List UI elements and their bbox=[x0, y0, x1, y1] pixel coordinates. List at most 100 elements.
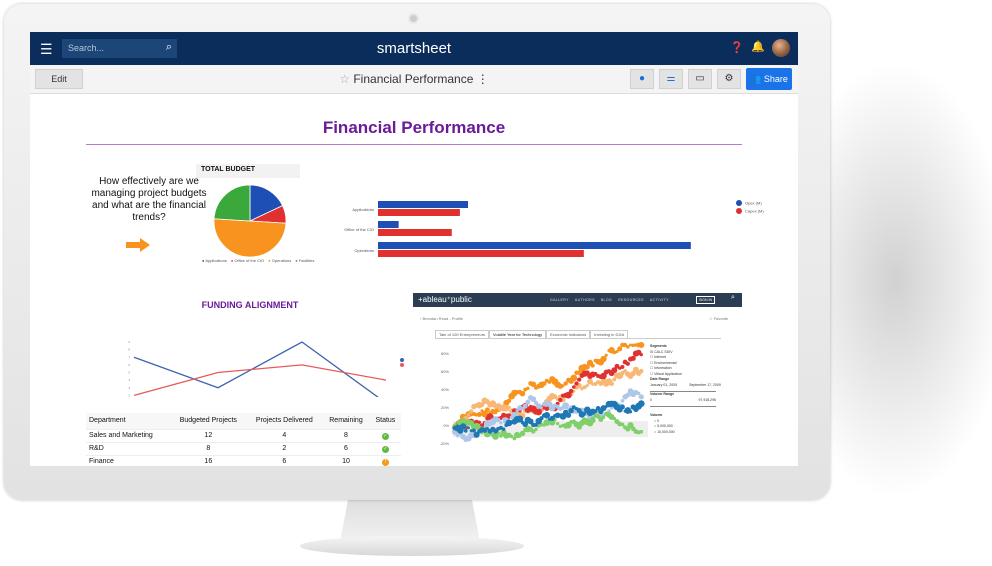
scatter-point bbox=[522, 403, 528, 409]
scatter-point bbox=[534, 427, 538, 432]
scatter-point bbox=[582, 411, 587, 416]
top-nav-bar: ☰ Search... ⌕ smartsheet ❓ 🔔 bbox=[30, 32, 798, 65]
star-icon[interactable]: ☆ bbox=[339, 72, 350, 86]
tableau-nav-item[interactable]: GALLERY bbox=[550, 298, 569, 302]
sign-in-button[interactable]: SIGN IN bbox=[696, 296, 716, 304]
segment-checkbox[interactable]: ☒ CALC SDIV bbox=[650, 349, 673, 354]
volume-slider[interactable] bbox=[650, 403, 716, 407]
scatter-point bbox=[609, 381, 614, 387]
screen: ☰ Search... ⌕ smartsheet ❓ 🔔 Edit ☆ Finan… bbox=[30, 32, 798, 466]
bar-2-0 bbox=[378, 242, 691, 249]
scatter-point bbox=[607, 409, 611, 413]
bar-category-label: Applications bbox=[352, 207, 374, 212]
segment-checkbox[interactable]: ☐ Internet bbox=[650, 355, 666, 359]
globe-icon[interactable]: ● bbox=[630, 69, 654, 89]
scatter-point bbox=[620, 422, 625, 427]
more-icon[interactable]: ⋮ bbox=[476, 72, 489, 86]
y-tick-label: 60% bbox=[441, 369, 449, 374]
search-icon[interactable]: ⌕ bbox=[165, 41, 172, 53]
legend-marker bbox=[736, 200, 742, 206]
tableau-tab[interactable]: Volatile Year for Technology bbox=[489, 330, 547, 338]
scatter-point bbox=[473, 431, 480, 438]
table-row[interactable]: R&D 8 2 6 ✓ bbox=[86, 442, 401, 456]
y-tick-label: 2 bbox=[128, 393, 130, 397]
legend-marker bbox=[400, 358, 404, 362]
column-header: Budgeted Projects bbox=[170, 413, 247, 430]
tableau-nav-item[interactable]: BLOG bbox=[600, 298, 613, 302]
avatar[interactable] bbox=[772, 39, 790, 57]
table-row[interactable]: Sales and Marketing 12 4 8 ✓ bbox=[86, 429, 401, 443]
scatter-point bbox=[585, 384, 589, 388]
status-cell: ! bbox=[369, 455, 401, 466]
bar-1-0 bbox=[378, 221, 399, 228]
scatter-point bbox=[534, 422, 538, 427]
segment-checkbox[interactable]: ☐ Virtual Application bbox=[650, 371, 682, 376]
date-range-title: Date Range bbox=[650, 377, 670, 381]
tableau-logo[interactable]: +ableau⁺public bbox=[418, 295, 472, 304]
share-button[interactable]: 👥 Share bbox=[746, 68, 792, 90]
scatter-point bbox=[459, 423, 467, 430]
y-tick-label: 3 bbox=[128, 386, 130, 390]
hamburger-icon[interactable]: ☰ bbox=[40, 41, 53, 57]
pie-legend-item: ● Applications bbox=[202, 258, 227, 263]
scatter-point bbox=[611, 367, 618, 374]
scatter-point bbox=[619, 404, 625, 410]
segment-label: CALC SDIV bbox=[654, 349, 673, 354]
scatter-point bbox=[627, 422, 634, 429]
scatter-point bbox=[631, 343, 635, 347]
tableau-nav-item[interactable]: ACTIVITY bbox=[649, 298, 669, 302]
app-logo[interactable]: smartsheet bbox=[376, 40, 452, 57]
scatter-point bbox=[568, 407, 574, 414]
legend-label: Capex (M) bbox=[745, 209, 764, 214]
scatter-point bbox=[593, 371, 598, 376]
tableau-nav-item[interactable]: AUTHORS bbox=[574, 298, 595, 302]
segment-checkbox[interactable]: ☐ Environmental bbox=[650, 360, 677, 365]
tableau-nav-item[interactable]: RESOURCES bbox=[618, 298, 644, 302]
scatter-point bbox=[639, 368, 644, 374]
brand-icon[interactable]: ⚙ bbox=[717, 69, 741, 89]
table-cell: 12 bbox=[170, 429, 247, 443]
scatter-point bbox=[614, 363, 620, 369]
scatter-point bbox=[519, 390, 526, 397]
pie-chart bbox=[213, 184, 287, 258]
pie-legend: ● Applications ● Office of the CIO ● Opera… bbox=[202, 258, 314, 263]
pie-slice-0 bbox=[249, 184, 284, 222]
scatter-point bbox=[636, 391, 641, 396]
segment-checkbox[interactable]: ☐ Information bbox=[650, 366, 672, 370]
tableau-tab[interactable]: Economic Indicators bbox=[546, 330, 591, 338]
dashboard-name: ☆ Financial Performance ⋮ bbox=[30, 72, 798, 86]
tableau-tab[interactable]: Tale of 100 Entrepreneurs bbox=[435, 330, 490, 338]
bell-icon[interactable]: 🔔 bbox=[751, 41, 765, 53]
scatter-point bbox=[466, 426, 471, 430]
presentation-icon[interactable]: ▭ bbox=[688, 69, 712, 89]
share-label: Share bbox=[763, 74, 788, 84]
scatter-point bbox=[549, 415, 555, 421]
scatter-point bbox=[638, 341, 645, 349]
segment-label: Internet bbox=[654, 355, 666, 359]
scatter-point bbox=[510, 434, 514, 439]
segments-title: Segments bbox=[650, 344, 667, 348]
tableau-tab[interactable]: Investing in DJIA bbox=[590, 330, 629, 338]
table-cell: 8 bbox=[322, 429, 370, 443]
edit-button[interactable]: Edit bbox=[35, 69, 83, 89]
scatter-point bbox=[572, 385, 576, 389]
scatter-point bbox=[617, 346, 623, 352]
scatter-point bbox=[589, 417, 596, 424]
scatter-point bbox=[620, 398, 625, 403]
scatter-point bbox=[577, 377, 582, 382]
search-icon[interactable]: ⌕ bbox=[731, 294, 735, 301]
scatter-point bbox=[639, 429, 644, 434]
settings-sliders-icon[interactable]: ⚌ bbox=[659, 69, 683, 89]
favorite-button[interactable]: ☆ Favorite bbox=[709, 316, 729, 321]
tableau-tabs: Tale of 100 Entrepreneurs Volatile Year f… bbox=[435, 330, 721, 339]
tableau-scatter-chart: 80% 60% 40% 20% 0% -20% bbox=[440, 341, 648, 446]
scatter-point bbox=[612, 377, 617, 382]
table-cell: 10 bbox=[322, 455, 370, 466]
question-icon[interactable]: ❓ bbox=[730, 42, 744, 54]
scatter-point bbox=[557, 383, 564, 389]
search-input[interactable]: Search... ⌕ bbox=[62, 39, 177, 58]
breadcrumb[interactable]: ‹ Brendan Read - Profile bbox=[420, 316, 464, 321]
scatter-point bbox=[543, 411, 551, 419]
scatter-point bbox=[512, 436, 517, 441]
table-row[interactable]: Finance 16 6 10! bbox=[86, 455, 401, 466]
